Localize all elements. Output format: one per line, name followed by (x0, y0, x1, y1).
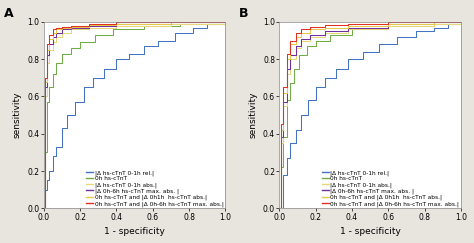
X-axis label: 1 - specificity: 1 - specificity (104, 227, 165, 236)
Legend: |Δ hs-cTnT 0-1h rel.|, 0h hs-cTnT, |Δ hs-cTnT 0-1h abs.|, |Δ 0h-6h hs-cTnT max. : |Δ hs-cTnT 0-1h rel.|, 0h hs-cTnT, |Δ hs… (321, 170, 460, 207)
Text: A: A (4, 7, 13, 20)
X-axis label: 1 - specificity: 1 - specificity (340, 227, 401, 236)
Legend: |Δ hs-cTnT 0-1h rel.|, 0h hs-cTnT, |Δ hs-cTnT 0-1h abs.|, |Δ 0h-6h hs-cTnT max. : |Δ hs-cTnT 0-1h rel.|, 0h hs-cTnT, |Δ hs… (85, 170, 224, 207)
Text: B: B (239, 7, 249, 20)
Y-axis label: sensitivity: sensitivity (13, 92, 22, 138)
Y-axis label: sensitivity: sensitivity (248, 92, 257, 138)
